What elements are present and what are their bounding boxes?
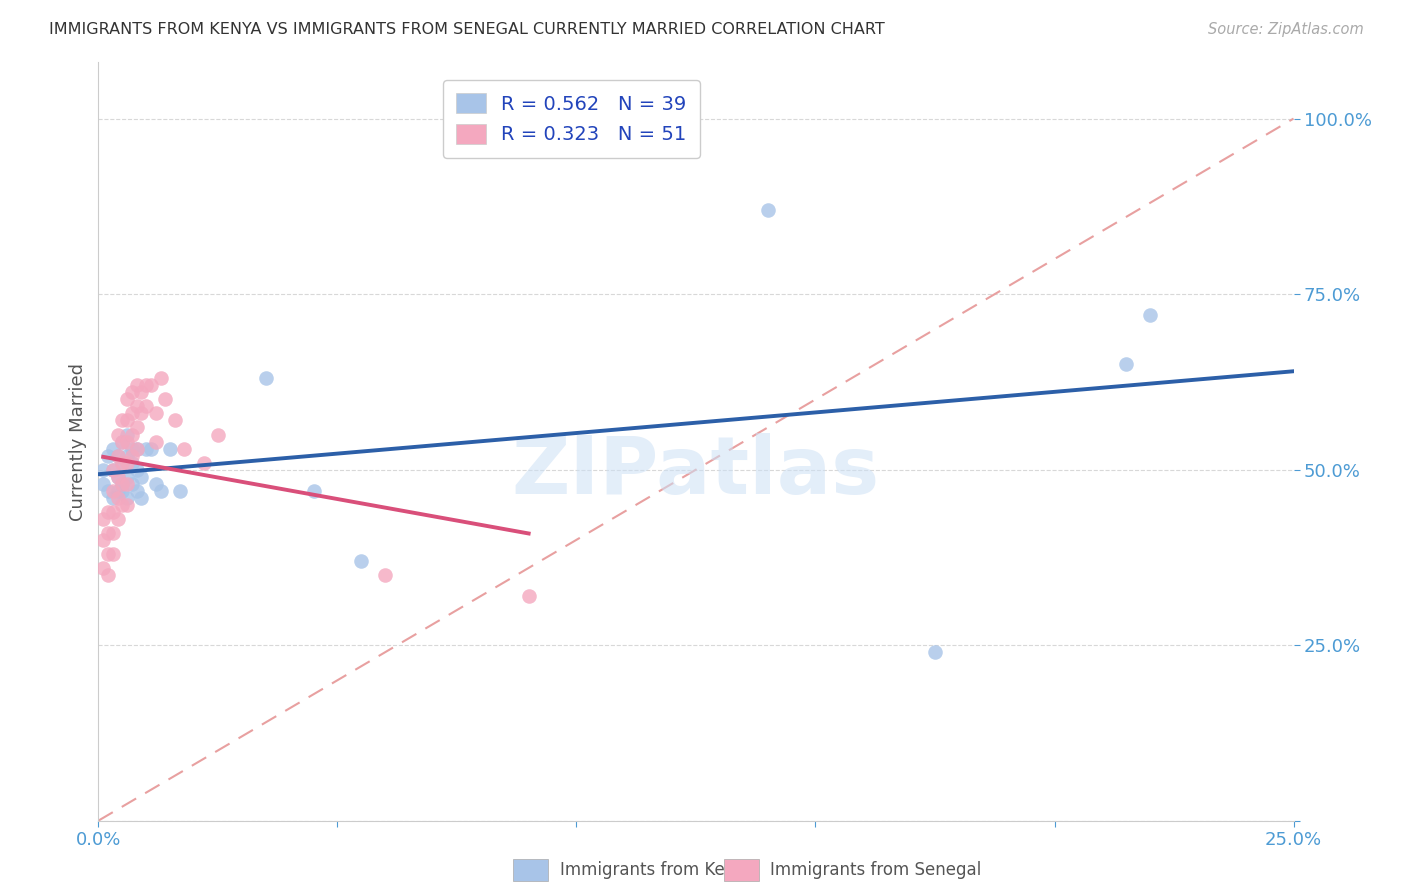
Point: [1115, 357, 1137, 371]
Text: ZIPatlas: ZIPatlas: [512, 433, 880, 511]
Point: [111, 476, 134, 491]
Point: [135, 442, 157, 456]
Point: [131, 407, 153, 421]
Point: [107, 427, 129, 442]
Point: [111, 476, 134, 491]
Point: [924, 645, 946, 659]
Point: [101, 505, 124, 519]
Point: [207, 427, 229, 442]
Point: [125, 462, 148, 476]
Point: [101, 547, 124, 561]
Point: [91, 512, 114, 526]
Point: [139, 442, 162, 456]
Point: [97, 483, 120, 498]
Point: [135, 378, 157, 392]
Y-axis label: Currently Married: Currently Married: [69, 362, 87, 521]
Text: Source: ZipAtlas.com: Source: ZipAtlas.com: [1208, 22, 1364, 37]
Point: [145, 476, 167, 491]
Point: [125, 420, 148, 434]
Point: [145, 407, 167, 421]
Point: [193, 456, 215, 470]
Point: [254, 371, 277, 385]
Point: [131, 385, 153, 400]
Point: [101, 442, 124, 456]
Point: [121, 449, 143, 463]
Point: [131, 491, 153, 505]
Point: [101, 483, 124, 498]
Point: [107, 449, 129, 463]
Point: [155, 392, 177, 407]
Text: IMMIGRANTS FROM KENYA VS IMMIGRANTS FROM SENEGAL CURRENTLY MARRIED CORRELATION C: IMMIGRANTS FROM KENYA VS IMMIGRANTS FROM…: [49, 22, 884, 37]
Point: [756, 202, 779, 217]
Point: [121, 456, 143, 470]
Point: [121, 407, 143, 421]
Point: [121, 427, 143, 442]
Point: [107, 491, 129, 505]
Point: [115, 469, 138, 483]
Point: [115, 476, 138, 491]
Point: [115, 413, 138, 427]
Legend: R = 0.562   N = 39, R = 0.323   N = 51: R = 0.562 N = 39, R = 0.323 N = 51: [443, 79, 700, 158]
Point: [139, 378, 162, 392]
Point: [115, 449, 138, 463]
Text: Immigrants from Senegal: Immigrants from Senegal: [770, 861, 981, 880]
Point: [101, 491, 124, 505]
Point: [91, 533, 114, 547]
Point: [145, 434, 167, 449]
Point: [91, 476, 114, 491]
Point: [107, 483, 129, 498]
Point: [121, 476, 143, 491]
Point: [125, 442, 148, 456]
Point: [302, 483, 325, 498]
Point: [169, 483, 191, 498]
Point: [97, 568, 120, 582]
Point: [115, 491, 138, 505]
Point: [149, 371, 172, 385]
Point: [111, 498, 134, 512]
Point: [125, 378, 148, 392]
Point: [159, 442, 181, 456]
Point: [97, 525, 120, 540]
Point: [125, 483, 148, 498]
Point: [350, 554, 373, 568]
Point: [135, 400, 157, 414]
Point: [173, 442, 195, 456]
Point: [517, 589, 540, 603]
Point: [111, 456, 134, 470]
Point: [91, 462, 114, 476]
Point: [97, 505, 120, 519]
Point: [1139, 308, 1161, 322]
Point: [107, 449, 129, 463]
Point: [115, 392, 138, 407]
Point: [125, 442, 148, 456]
Point: [111, 413, 134, 427]
Point: [111, 434, 134, 449]
Point: [121, 385, 143, 400]
Point: [107, 469, 129, 483]
Point: [107, 469, 129, 483]
Point: [111, 483, 134, 498]
Point: [121, 442, 143, 456]
Point: [131, 469, 153, 483]
Point: [149, 483, 172, 498]
Point: [97, 449, 120, 463]
Point: [101, 462, 124, 476]
Point: [101, 525, 124, 540]
Point: [115, 434, 138, 449]
Point: [115, 456, 138, 470]
Point: [163, 413, 186, 427]
Point: [125, 400, 148, 414]
Point: [115, 498, 138, 512]
Point: [111, 434, 134, 449]
Point: [115, 427, 138, 442]
Point: [374, 568, 396, 582]
Point: [107, 512, 129, 526]
Text: Immigrants from Kenya: Immigrants from Kenya: [560, 861, 755, 880]
Point: [91, 561, 114, 575]
Point: [101, 462, 124, 476]
Point: [111, 456, 134, 470]
Point: [97, 547, 120, 561]
